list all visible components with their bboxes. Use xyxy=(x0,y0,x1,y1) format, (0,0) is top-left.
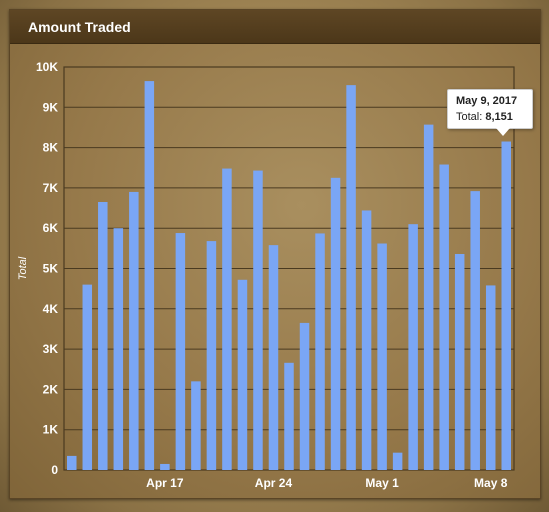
bar[interactable] xyxy=(361,210,372,470)
tooltip: May 9, 2017 Total: 8,151 xyxy=(447,89,533,136)
bar[interactable] xyxy=(501,141,511,470)
bar[interactable] xyxy=(268,245,279,470)
y-tick-label: 4K xyxy=(43,302,59,316)
bar[interactable] xyxy=(98,202,108,470)
y-tick-label: 7K xyxy=(43,181,59,195)
x-tick-label: Apr 24 xyxy=(255,476,293,490)
bar[interactable] xyxy=(82,284,93,470)
y-axis-title: Total xyxy=(17,256,29,280)
bar[interactable] xyxy=(485,285,496,470)
tooltip-label: Total: xyxy=(456,111,483,123)
bar[interactable] xyxy=(67,455,77,470)
y-tick-label: 8K xyxy=(43,141,59,155)
bar[interactable] xyxy=(392,452,403,470)
x-tick-labels: Apr 17 Apr 24 May 1 May 8 xyxy=(146,476,508,490)
bar[interactable] xyxy=(330,177,341,470)
bar[interactable] xyxy=(253,170,263,471)
tooltip-date: May 9, 2017 xyxy=(456,95,518,107)
y-tick-label: 3K xyxy=(43,342,59,356)
bar[interactable] xyxy=(346,85,356,470)
bar[interactable] xyxy=(284,362,294,470)
y-tick-label: 9K xyxy=(43,100,59,114)
bar[interactable] xyxy=(423,124,434,470)
bar[interactable] xyxy=(315,233,325,470)
x-tick-label: May 8 xyxy=(474,476,508,490)
bar[interactable] xyxy=(439,164,449,470)
bar[interactable] xyxy=(222,168,232,470)
bar[interactable] xyxy=(191,381,201,470)
bar[interactable] xyxy=(175,233,186,470)
bar[interactable] xyxy=(408,224,418,470)
y-tick-label: 2K xyxy=(43,382,59,396)
y-tick-label: 5K xyxy=(43,262,59,276)
panel-header: Amount Traded xyxy=(10,10,540,44)
bar[interactable] xyxy=(299,322,310,470)
x-tick-label: Apr 17 xyxy=(146,476,184,490)
bars xyxy=(67,81,511,471)
bar[interactable] xyxy=(470,191,480,470)
panel-title: Amount Traded xyxy=(28,19,131,35)
bar[interactable] xyxy=(237,279,248,470)
bar[interactable] xyxy=(113,228,124,470)
bar[interactable] xyxy=(206,241,217,470)
y-tick-labels: 0 1K 2K 3K 4K 5K 6K 7K 8K 9K 10K xyxy=(36,60,58,477)
x-tick-label: May 1 xyxy=(365,476,399,490)
tooltip-row: Total: 8,151 xyxy=(456,111,513,123)
bar[interactable] xyxy=(454,253,465,470)
y-tick-label: 1K xyxy=(43,423,59,437)
bar[interactable] xyxy=(144,81,155,470)
bar[interactable] xyxy=(160,463,170,470)
y-tick-label: 10K xyxy=(36,60,58,74)
bar[interactable] xyxy=(129,191,139,470)
bar[interactable] xyxy=(377,243,387,470)
y-tick-label: 0 xyxy=(51,463,58,477)
tooltip-pointer xyxy=(496,128,510,136)
y-tick-label: 6K xyxy=(43,221,59,235)
tooltip-value: 8,151 xyxy=(485,111,513,123)
